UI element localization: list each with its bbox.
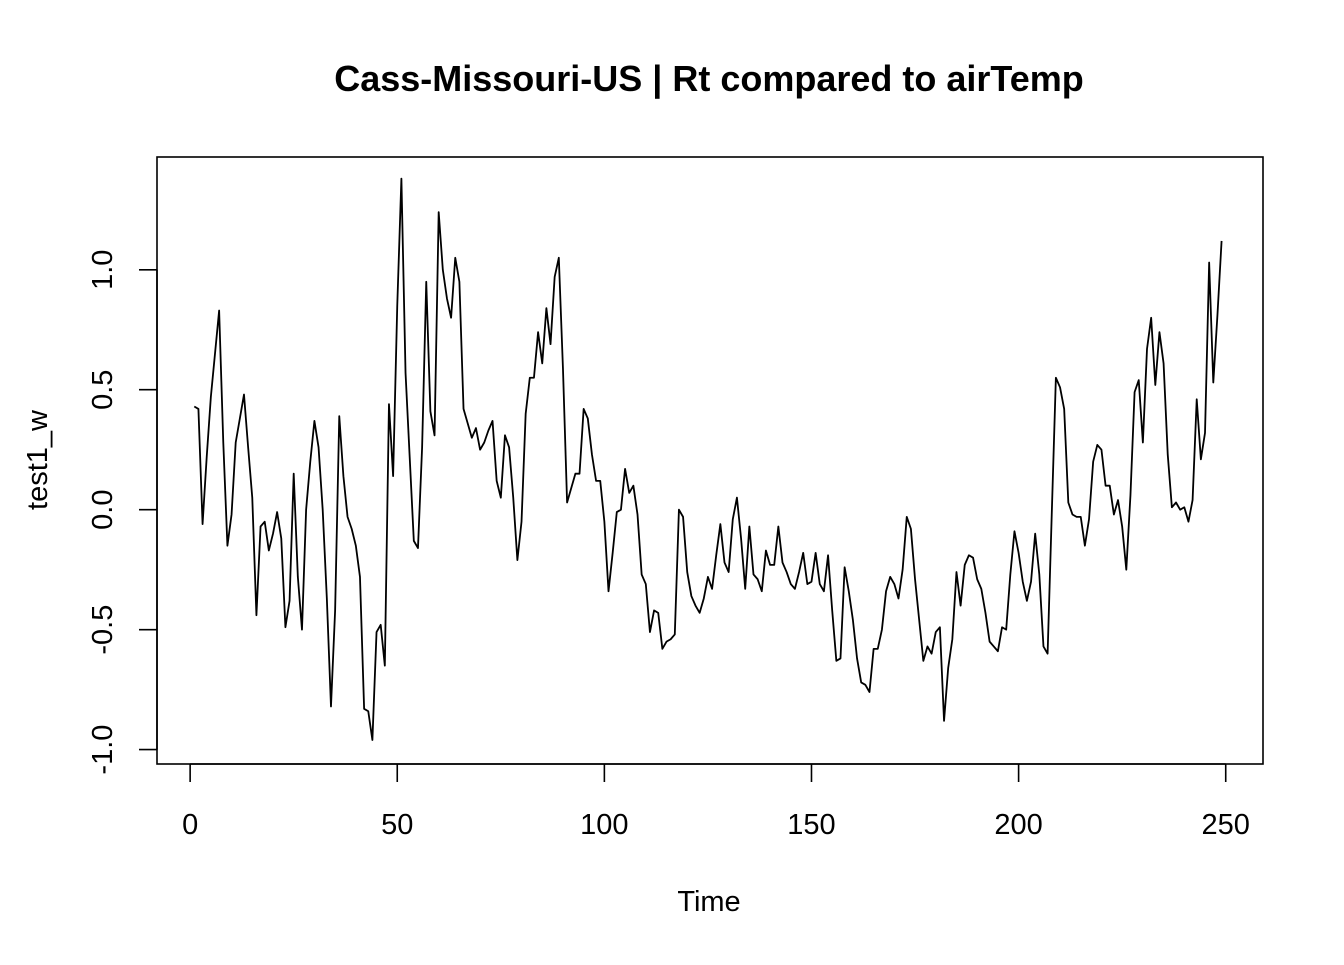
y-tick-label: -1.0 — [87, 725, 119, 775]
y-axis: -1.0 -0.5 0.0 0.5 1.0 — [87, 250, 158, 775]
x-tick-label: 100 — [580, 809, 628, 841]
y-tick-label: 0.0 — [87, 490, 119, 530]
y-axis-label: test1_w — [22, 409, 54, 510]
chart-title: Cass-Missouri-US | Rt compared to airTem… — [334, 58, 1084, 100]
x-tick-label: 50 — [381, 809, 413, 841]
x-tick-label: 250 — [1202, 809, 1250, 841]
y-tick-label: 1.0 — [87, 250, 119, 290]
x-axis-label: Time — [677, 886, 740, 918]
series-layer — [193, 177, 1223, 741]
y-tick-label: -0.5 — [87, 605, 119, 655]
plot-frame — [156, 156, 1264, 765]
x-tick-label: 150 — [787, 809, 835, 841]
x-tick-label: 200 — [994, 809, 1042, 841]
x-axis: 0 50 100 150 200 250 — [182, 763, 1250, 841]
x-tick-label: 0 — [182, 809, 198, 841]
series-line — [193, 177, 1223, 741]
y-tick-label: 0.5 — [87, 370, 119, 410]
